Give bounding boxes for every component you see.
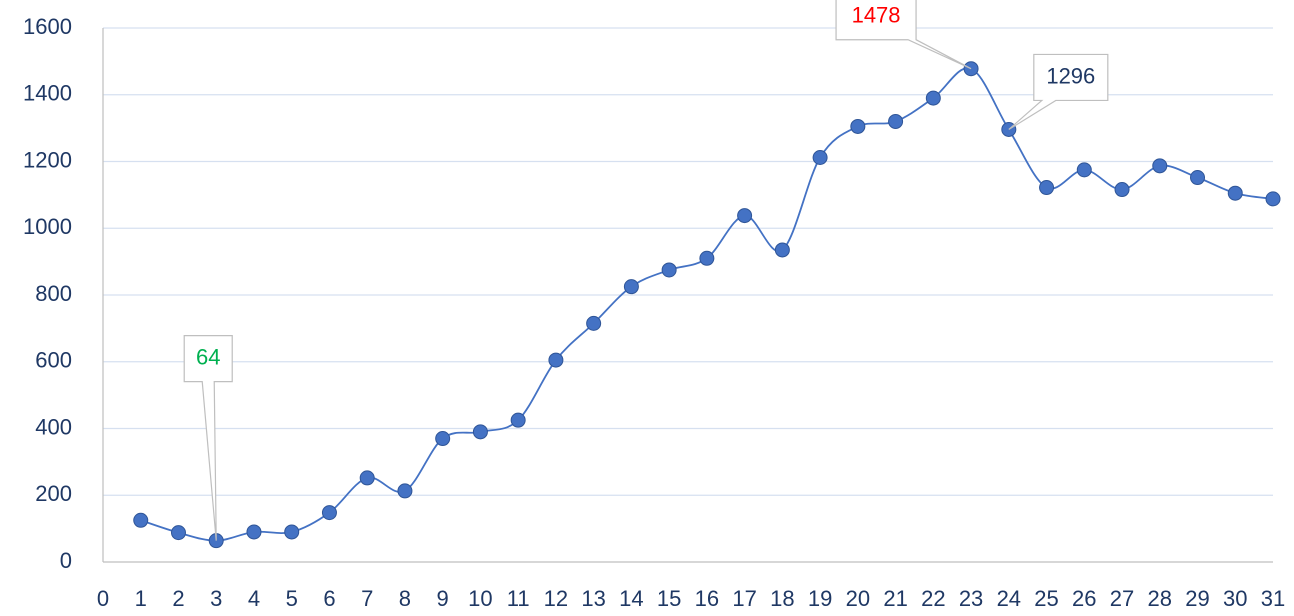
x-tick-label: 8	[399, 586, 411, 611]
point	[472, 424, 488, 440]
x-tick-label: 0	[97, 586, 109, 611]
x-tick-label: 10	[468, 586, 492, 611]
point	[1039, 180, 1055, 196]
point	[661, 262, 677, 278]
y-tick-label: 600	[35, 348, 72, 373]
point	[397, 483, 413, 499]
x-tick-label: 6	[323, 586, 335, 611]
x-tick-label: 26	[1072, 586, 1096, 611]
x-tick-label: 1	[135, 586, 147, 611]
x-tick-label: 18	[770, 586, 794, 611]
x-tick-label: 29	[1185, 586, 1209, 611]
point	[888, 113, 904, 129]
x-tick-label: 5	[286, 586, 298, 611]
point	[170, 525, 186, 541]
y-tick-label: 800	[35, 281, 72, 306]
point	[925, 90, 941, 106]
x-tick-label: 31	[1261, 586, 1285, 611]
x-tick-label: 9	[437, 586, 449, 611]
data-label: 1478	[852, 3, 901, 28]
y-tick-label: 200	[35, 481, 72, 506]
data-label: 64	[196, 344, 220, 369]
point	[359, 470, 375, 486]
y-tick-label: 0	[60, 548, 72, 573]
point	[1076, 162, 1092, 178]
point	[1114, 182, 1130, 198]
callout	[183, 335, 233, 541]
y-tick-label: 1600	[23, 14, 72, 39]
x-tick-label: 17	[732, 586, 756, 611]
point	[699, 250, 715, 266]
x-tick-label: 11	[507, 586, 530, 611]
point	[133, 512, 149, 528]
callout	[835, 0, 972, 70]
point	[284, 524, 300, 540]
x-tick-label: 30	[1223, 586, 1247, 611]
point	[510, 412, 526, 428]
x-tick-label: 14	[619, 586, 643, 611]
x-tick-label: 22	[921, 586, 945, 611]
x-tick-label: 4	[248, 586, 260, 611]
point	[586, 315, 602, 331]
x-tick-label: 23	[959, 586, 983, 611]
point	[850, 118, 866, 134]
x-tick-label: 24	[997, 586, 1021, 611]
x-tick-label: 7	[361, 586, 373, 611]
y-tick-label: 1200	[23, 147, 72, 172]
point	[774, 242, 790, 258]
x-tick-label: 2	[172, 586, 184, 611]
data-label: 1296	[1046, 63, 1095, 88]
x-tick-label: 13	[581, 586, 605, 611]
point	[321, 505, 337, 521]
point	[812, 149, 828, 165]
x-tick-label: 16	[695, 586, 719, 611]
x-tick-label: 3	[210, 586, 222, 611]
x-tick-label: 21	[883, 586, 907, 611]
y-tick-label: 400	[35, 414, 72, 439]
line	[140, 67, 1274, 542]
point	[435, 431, 451, 447]
point	[737, 208, 753, 224]
x-tick-label: 28	[1148, 586, 1172, 611]
point	[1152, 158, 1168, 174]
point	[1227, 185, 1243, 201]
callout	[1008, 53, 1109, 130]
y-tick-label: 1000	[23, 214, 72, 239]
x-tick-label: 12	[544, 586, 568, 611]
point	[548, 352, 564, 368]
x-tick-label: 27	[1110, 586, 1134, 611]
point	[1190, 170, 1206, 186]
x-tick-label: 19	[808, 586, 832, 611]
x-tick-label: 25	[1034, 586, 1058, 611]
y-tick-label: 1400	[23, 81, 72, 106]
x-tick-label: 15	[657, 586, 681, 611]
point	[623, 279, 639, 295]
point	[246, 524, 262, 540]
x-tick-label: 20	[846, 586, 870, 611]
point	[1265, 191, 1281, 207]
